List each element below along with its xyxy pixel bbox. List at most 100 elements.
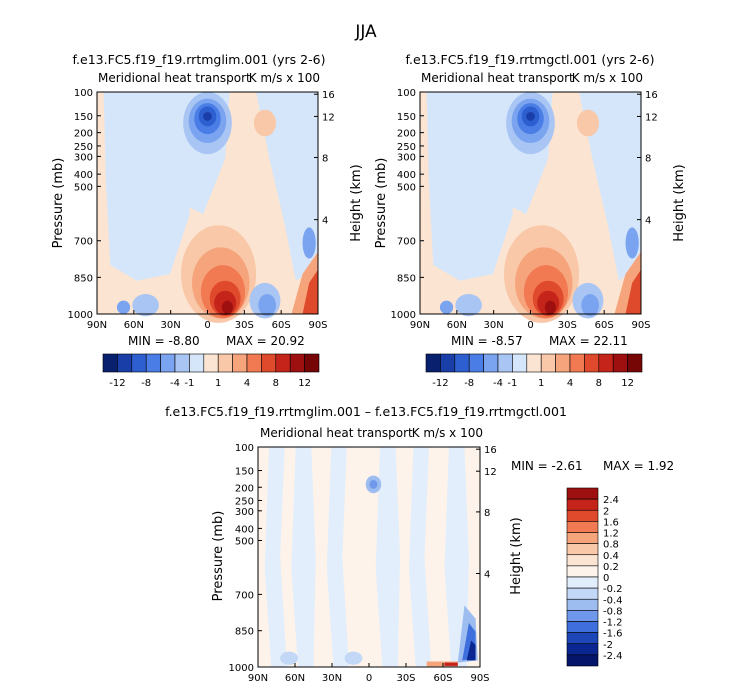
y-axis-height: 16 12 8 4 <box>476 445 497 581</box>
colorbar-swatch <box>289 353 305 373</box>
heatmap-field <box>420 92 641 323</box>
colorbar-swatch <box>512 353 528 373</box>
y-right-tick-label: 12 <box>484 467 497 478</box>
heatmap-field <box>258 447 480 667</box>
colorbar-swatch <box>566 610 599 622</box>
colorbar-swatch <box>566 521 599 533</box>
panel-rrtmgctl: f.e13.FC5.f19_f19.rrtmgctl.001 (yrs 2-6)… <box>374 52 687 389</box>
x-tick-label: 0 <box>527 320 533 331</box>
colorbar-swatch <box>566 598 599 611</box>
y-axis-height: 16 12 8 4 <box>314 90 335 227</box>
colorbar-label: 0.8 <box>603 540 619 551</box>
y-tick-label: 500 <box>397 182 416 193</box>
colorbar-label: 4 <box>567 378 573 389</box>
colorbar-swatch <box>246 353 262 373</box>
colorbar-swatch <box>526 353 542 373</box>
x-axis-latitude: 90N 60N 30N 0 30S 60S 90S <box>410 310 651 331</box>
panel-rrtmglim: f.e13.FC5.f19_f19.rrtmglim.001 (yrs 2-6)… <box>51 52 364 389</box>
panel-units: K m/s x 100 <box>572 71 643 85</box>
colorbar-label: -2 <box>603 640 613 651</box>
colorbar-swatch <box>540 353 556 373</box>
y-axis-height: 16 12 8 4 <box>637 90 658 227</box>
y-tick-label: 300 <box>235 507 254 518</box>
colorbar-swatch <box>598 353 614 373</box>
colorbar-swatch <box>566 509 599 522</box>
x-tick-label: 60N <box>124 320 144 331</box>
colorbar-swatch <box>160 353 176 373</box>
colorbar-swatch <box>566 554 599 567</box>
colorbar: -12 -8 -4 -1 1 4 8 12 <box>102 353 320 389</box>
colorbar-label: -8 <box>141 378 151 389</box>
y-tick-label: 400 <box>235 524 254 535</box>
x-axis-latitude: 90N 60N 30N 0 30S 60S 90S <box>87 310 328 331</box>
x-axis-latitude: 90N 60N 30N 0 30S 60S 90S <box>248 663 490 684</box>
x-tick-label: 30S <box>235 320 254 331</box>
colorbar-label: 2.4 <box>603 495 619 506</box>
colorbar: -12 -8 -4 -1 1 4 8 12 <box>425 353 643 389</box>
colorbar-label: 1.2 <box>603 529 619 540</box>
colorbar-label: -1 <box>184 378 194 389</box>
panel-difference: f.e13.FC5.f19_f19.rrtmglim.001 – f.e13.F… <box>165 404 674 684</box>
colorbar-label: 2 <box>603 506 609 517</box>
y-tick-label: 400 <box>397 170 416 181</box>
colorbar-label: -0.2 <box>603 584 623 595</box>
colorbar-label: 4 <box>244 378 250 389</box>
colorbar-swatch <box>174 353 190 373</box>
colorbar-label: -4 <box>170 378 180 389</box>
y-tick-label: 500 <box>74 182 93 193</box>
y-right-tick-label: 12 <box>645 112 658 123</box>
y-right-tick-label: 12 <box>322 112 335 123</box>
y-right-tick-label: 4 <box>484 570 490 581</box>
y-right-tick-label: 8 <box>322 153 328 164</box>
x-tick-label: 90N <box>87 320 107 331</box>
colorbar-swatch <box>483 353 499 373</box>
colorbar: 2.421.61.20.80.40.20-0.2-0.4-0.8-1.2-1.6… <box>566 487 623 667</box>
y-tick-label: 850 <box>235 627 254 638</box>
panel-subtitle: Meridional heat transport <box>98 71 251 85</box>
y-tick-label: 250 <box>74 142 93 153</box>
x-tick-label: 30N <box>484 320 504 331</box>
colorbar-label: -0.4 <box>603 595 623 606</box>
panel-subtitle: Meridional heat transport <box>421 71 574 85</box>
x-tick-label: 90S <box>631 320 650 331</box>
y-axis-label: Pressure (mb) <box>211 511 226 602</box>
colorbar-swatch <box>566 632 599 645</box>
colorbar-swatch <box>497 353 513 373</box>
colorbar-swatch <box>566 587 599 600</box>
panel-title: f.e13.FC5.f19_f19.rrtmglim.001 – f.e13.F… <box>165 404 567 419</box>
colorbar-label: -12 <box>109 378 125 389</box>
colorbar-label: 1 <box>538 378 544 389</box>
y-axis-label-right: Height (km) <box>509 517 524 594</box>
y-tick-label: 1000 <box>68 310 93 321</box>
colorbar-swatch <box>145 353 161 373</box>
y-tick-label: 150 <box>397 112 416 123</box>
min-label: MIN = -8.80 <box>128 334 200 348</box>
x-tick-label: 90S <box>470 673 489 684</box>
colorbar-swatch <box>468 353 484 373</box>
min-label: MIN = -8.57 <box>451 334 523 348</box>
colorbar-swatch <box>555 353 571 373</box>
colorbar-label: 0.2 <box>603 562 619 573</box>
colorbar-swatch <box>102 353 118 373</box>
y-tick-label: 200 <box>235 483 254 494</box>
panel-subtitle: Meridional heat transport <box>260 426 413 440</box>
panel-units: K m/s x 100 <box>412 426 483 440</box>
x-tick-label: 30S <box>558 320 577 331</box>
y-tick-label: 150 <box>235 467 254 478</box>
colorbar-swatch <box>566 498 599 511</box>
colorbar-label: -2.4 <box>603 651 623 662</box>
colorbar-label: -0.8 <box>603 606 623 617</box>
panel-units: K m/s x 100 <box>249 71 320 85</box>
colorbar-label: 1 <box>215 378 221 389</box>
min-label: MIN = -2.61 <box>511 459 583 473</box>
y-tick-label: 100 <box>235 443 254 454</box>
colorbar-swatch <box>566 543 599 556</box>
colorbar-swatch <box>203 353 219 373</box>
y-tick-label: 850 <box>397 273 416 284</box>
colorbar-swatch <box>189 353 205 373</box>
y-tick-label: 300 <box>74 152 93 163</box>
y-axis-label: Pressure (mb) <box>51 158 66 249</box>
panel-title: f.e13.FC5.f19_f19.rrtmgctl.001 (yrs 2-6) <box>405 52 654 67</box>
y-tick-label: 100 <box>74 88 93 99</box>
colorbar-swatch <box>584 353 600 373</box>
